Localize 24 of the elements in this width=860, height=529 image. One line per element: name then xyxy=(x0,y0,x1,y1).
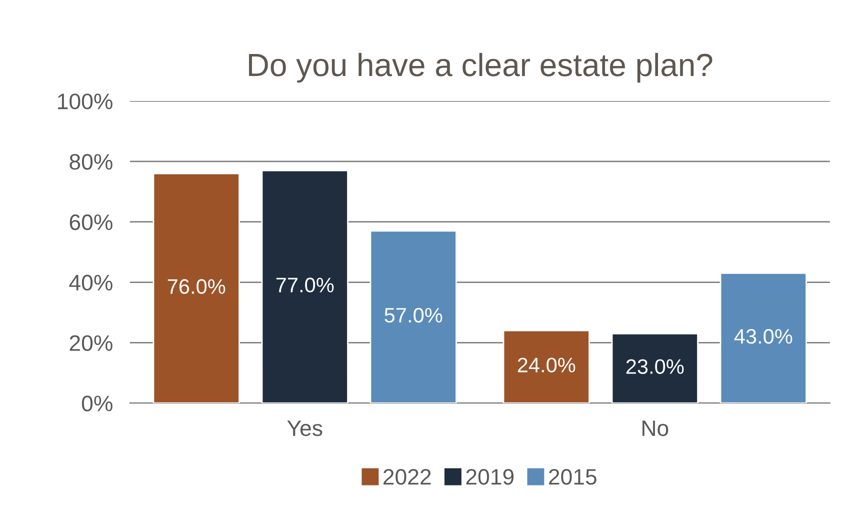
data-label: 77.0% xyxy=(276,278,334,292)
data-label: 23.0% xyxy=(626,359,684,374)
y-tick-label: 80% xyxy=(70,154,112,170)
y-tick-label: 40% xyxy=(69,274,112,291)
data-label: 57.0% xyxy=(384,308,442,323)
bar xyxy=(370,230,457,404)
legend-label: 2015 xyxy=(549,468,596,485)
x-tick-label: Yes xyxy=(287,420,322,436)
data-label: 76.0% xyxy=(168,279,226,294)
bar xyxy=(611,332,698,404)
data-label: 24.0% xyxy=(518,358,576,372)
bar xyxy=(502,330,590,404)
legend-label: 2019 xyxy=(466,468,514,485)
chart-title: Do you have a clear estate plan? xyxy=(248,52,712,83)
bar xyxy=(261,170,348,404)
x-tick-label: No xyxy=(642,420,668,436)
y-tick-label: 0% xyxy=(82,396,112,412)
legend-label: 2022 xyxy=(384,468,431,485)
y-tick-label: 60% xyxy=(70,214,112,230)
data-label: 43.0% xyxy=(734,328,792,344)
bar xyxy=(720,272,807,404)
y-tick-label: 20% xyxy=(70,335,112,351)
bar xyxy=(152,172,240,404)
y-tick-label: 100% xyxy=(58,94,112,110)
